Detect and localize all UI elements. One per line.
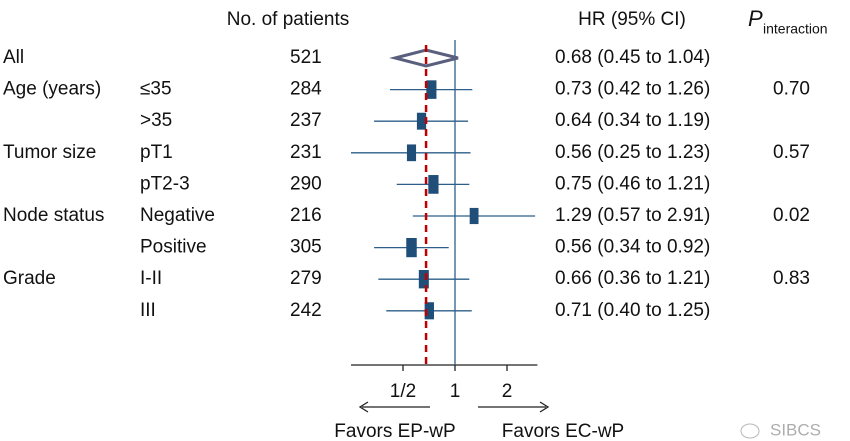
p-header: P — [748, 6, 763, 31]
subgroup-label: pT2-3 — [140, 173, 190, 194]
patient-count: 231 — [290, 142, 322, 163]
patient-count: 242 — [290, 300, 322, 321]
p-interaction: 0.70 — [773, 79, 810, 100]
group-label: Tumor size — [3, 142, 96, 163]
hr-label: 0.73 (0.42 to 1.26) — [555, 79, 710, 100]
favors-left: Favors EP-wP — [334, 421, 455, 441]
group-label: Grade — [3, 268, 56, 289]
subgroup-label: ≤35 — [140, 79, 172, 100]
subgroup-label: I-II — [140, 268, 162, 289]
p-interaction: 0.02 — [773, 205, 810, 226]
p-interaction: 0.83 — [773, 268, 810, 289]
subgroup-label: III — [140, 300, 156, 321]
hr-box — [418, 270, 429, 289]
patient-count: 290 — [290, 173, 322, 194]
hr-box — [416, 112, 427, 130]
patients-header: No. of patients — [227, 9, 350, 30]
hr-label: 0.56 (0.34 to 0.92) — [555, 237, 710, 258]
x-tick-label: 2 — [502, 381, 513, 402]
hr-box — [426, 80, 437, 99]
x-tick-label: 1/2 — [390, 381, 416, 402]
patient-count: 216 — [290, 205, 322, 226]
hr-box — [406, 237, 417, 258]
arrow-left-head — [358, 401, 369, 413]
hr-label: 0.56 (0.25 to 1.23) — [555, 142, 710, 163]
hr-label: 0.75 (0.46 to 1.21) — [555, 173, 710, 194]
hr-label: 0.68 (0.45 to 1.04) — [555, 47, 710, 68]
p-header-sub: interaction — [763, 21, 828, 37]
hr-box — [428, 175, 439, 194]
patient-count: 237 — [290, 110, 322, 131]
patient-count: 284 — [290, 79, 322, 100]
subgroup-label: >35 — [140, 110, 172, 131]
p-interaction: 0.57 — [773, 142, 810, 163]
subgroup-label: Positive — [140, 237, 207, 258]
subgroup-label: Negative — [140, 205, 215, 226]
hr-label: 0.64 (0.34 to 1.19) — [555, 110, 710, 131]
subgroup-label: pT1 — [140, 142, 173, 163]
hr-header: HR (95% CI) — [578, 9, 686, 30]
patient-count: 521 — [290, 47, 322, 68]
hr-box — [469, 207, 479, 225]
hr-label: 1.29 (0.57 to 2.91) — [555, 205, 710, 226]
group-label: Age (years) — [3, 79, 101, 100]
hr-label: 0.66 (0.36 to 1.21) — [555, 268, 710, 289]
hr-box — [424, 302, 434, 320]
hr-box — [406, 144, 417, 162]
group-label: Node status — [3, 205, 104, 226]
patient-count: 305 — [290, 237, 322, 258]
arrow-right-head — [539, 401, 550, 413]
favors-right: Favors EC-wP — [502, 421, 624, 441]
watermark-icon — [740, 423, 760, 439]
watermark-text: SIBCS — [770, 420, 821, 439]
group-label: All — [3, 47, 24, 68]
watermark: SIBCS — [740, 420, 821, 439]
x-tick-label: 1 — [450, 381, 461, 402]
patient-count: 279 — [290, 268, 322, 289]
hr-label: 0.71 (0.40 to 1.25) — [555, 300, 710, 321]
